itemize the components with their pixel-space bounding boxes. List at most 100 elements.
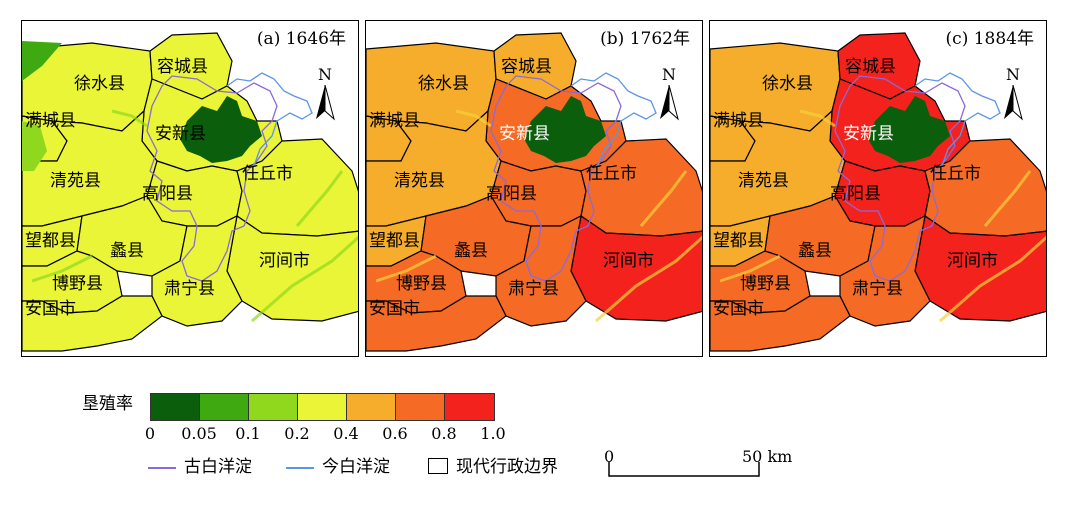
county-label-qingyuan: 清苑县: [738, 171, 789, 191]
legend-swatch-6: [445, 394, 494, 420]
county-label-xushui: 徐水县: [74, 74, 125, 94]
county-label-wangdu: 望都县: [713, 231, 764, 251]
map-svg-1646: [22, 21, 358, 356]
boundary-legend-label: 现代行政边界: [456, 457, 558, 477]
modern-baiyangdian-outline: [914, 72, 1001, 167]
county-label-hejian: 河间市: [259, 251, 310, 271]
county-label-boye: 博野县: [52, 274, 103, 294]
modern-lake-legend-line: [286, 467, 314, 469]
county-suning: [495, 214, 587, 327]
county-label-gaoyang: 高阳县: [142, 184, 193, 204]
scale-bar: [608, 462, 760, 477]
county-anguo: [710, 295, 851, 352]
boundary-legend-box: [428, 458, 448, 474]
road-streak: [639, 170, 688, 227]
county-label-xushui: 徐水县: [762, 74, 813, 94]
county-label-gaoyang: 高阳县: [486, 184, 537, 204]
road-streak: [31, 254, 93, 283]
map-panel-1884: (c) 1884年 徐水县 容城县满城县安新县清苑县高阳县 任丘市望都县蠡县 博野县 河…: [709, 20, 1047, 357]
baiyangdian-lake-body: [868, 96, 950, 163]
map-svg-1884: [710, 21, 1046, 356]
county-renqiu: [580, 138, 702, 237]
county-label-rongcheng: 容城县: [157, 57, 208, 77]
county-label-qingyuan: 清苑县: [50, 171, 101, 191]
county-label-suning: 肃宁县: [852, 279, 903, 299]
county-label-lixian: 蠡县: [454, 241, 488, 261]
ancient-baiyangdian-outline: [834, 75, 966, 282]
county-label-wangdu: 望都县: [369, 231, 420, 251]
north-arrow: N: [310, 67, 340, 123]
north-label: N: [1006, 65, 1020, 84]
map-panel-1762: (b) 1762年 徐水县 容城县满城县安新县清苑县高阳县 任丘市望都县蠡县 博野县 河…: [365, 20, 703, 357]
county-label-suning: 肃宁县: [508, 279, 559, 299]
county-label-gaoyang: 高阳县: [830, 184, 881, 204]
panel-title-1884: (c) 1884年: [945, 29, 1034, 49]
legend-swatch-1: [200, 394, 249, 420]
panel-title-1646: (a) 1646年: [256, 29, 346, 49]
road-streak: [595, 235, 702, 323]
north-arrow: N: [998, 67, 1028, 123]
ancient-baiyangdian-outline: [146, 75, 278, 282]
road-streak: [251, 235, 358, 323]
panel-title-1762: (b) 1762年: [600, 29, 690, 49]
county-label-qingyuan: 清苑县: [394, 171, 445, 191]
ancient-lake-legend-line: [148, 467, 176, 469]
county-label-rongcheng: 容城县: [501, 57, 552, 77]
modern-lake-legend-label: 今白洋淀: [322, 457, 390, 477]
county-label-xushui: 徐水县: [418, 74, 469, 94]
road-streak: [455, 109, 492, 128]
county-suning: [151, 214, 243, 327]
county-label-anguo: 安国市: [25, 299, 76, 319]
county-label-anguo: 安国市: [713, 299, 764, 319]
low-rate-patch: [22, 121, 47, 171]
legend-title: 垦殖率: [82, 394, 133, 414]
county-label-renqiu: 任丘市: [930, 164, 981, 184]
county-label-mancheng: 满城县: [25, 111, 76, 131]
legend-tick-label: 0.8: [431, 424, 457, 443]
legend-color-bar: [150, 393, 495, 421]
county-renqiu: [236, 138, 358, 237]
county-label-wangdu: 望都县: [25, 231, 76, 251]
road-streak: [983, 170, 1032, 227]
map-svg-1762: [366, 21, 702, 356]
north-label: N: [662, 65, 676, 84]
county-label-rongcheng: 容城县: [845, 57, 896, 77]
county-label-mancheng: 满城县: [713, 111, 764, 131]
scale-start-label: 0: [604, 447, 615, 466]
county-label-hejian: 河间市: [603, 251, 654, 271]
county-label-mancheng: 满城县: [369, 111, 420, 131]
map-panel-1646: (a) 1646年 徐水县 容城县满城县安新县清苑县高阳县 任丘市望都县蠡县 博野县 河…: [21, 20, 359, 357]
legend-tick-label: 1.0: [480, 424, 506, 443]
county-label-boye: 博野县: [740, 274, 791, 294]
north-label: N: [318, 65, 332, 84]
north-arrow: N: [654, 67, 684, 123]
county-label-boye: 博野县: [396, 274, 447, 294]
county-label-anxin: 安新县: [843, 124, 894, 144]
county-label-renqiu: 任丘市: [586, 164, 637, 184]
north-arrow-icon: [660, 85, 679, 121]
county-label-lixian: 蠡县: [110, 241, 144, 261]
north-arrow-icon: [316, 85, 335, 121]
road-streak: [799, 109, 836, 128]
county-label-anxin: 安新县: [499, 124, 550, 144]
road-streak: [375, 254, 437, 283]
legend-tick-label: 0.4: [333, 424, 359, 443]
north-arrow-icon: [1004, 85, 1023, 121]
legend-swatch-4: [347, 394, 396, 420]
legend-swatch-0: [151, 394, 200, 420]
modern-baiyangdian-outline: [226, 72, 313, 167]
county-anguo: [22, 295, 163, 352]
county-suning: [839, 214, 931, 327]
baiyangdian-lake-body: [180, 96, 262, 163]
ancient-baiyangdian-outline: [490, 75, 622, 282]
county-label-lixian: 蠡县: [798, 241, 832, 261]
road-streak: [111, 109, 148, 128]
county-label-anxin: 安新县: [155, 124, 206, 144]
low-rate-patch: [22, 41, 62, 81]
county-label-renqiu: 任丘市: [242, 164, 293, 184]
legend-tick-label: 0: [144, 424, 156, 443]
ancient-lake-legend-label: 古白洋淀: [184, 457, 252, 477]
baiyangdian-lake-body: [524, 96, 606, 163]
legend-tick-label: 0.1: [235, 424, 261, 443]
county-label-hejian: 河间市: [947, 251, 998, 271]
